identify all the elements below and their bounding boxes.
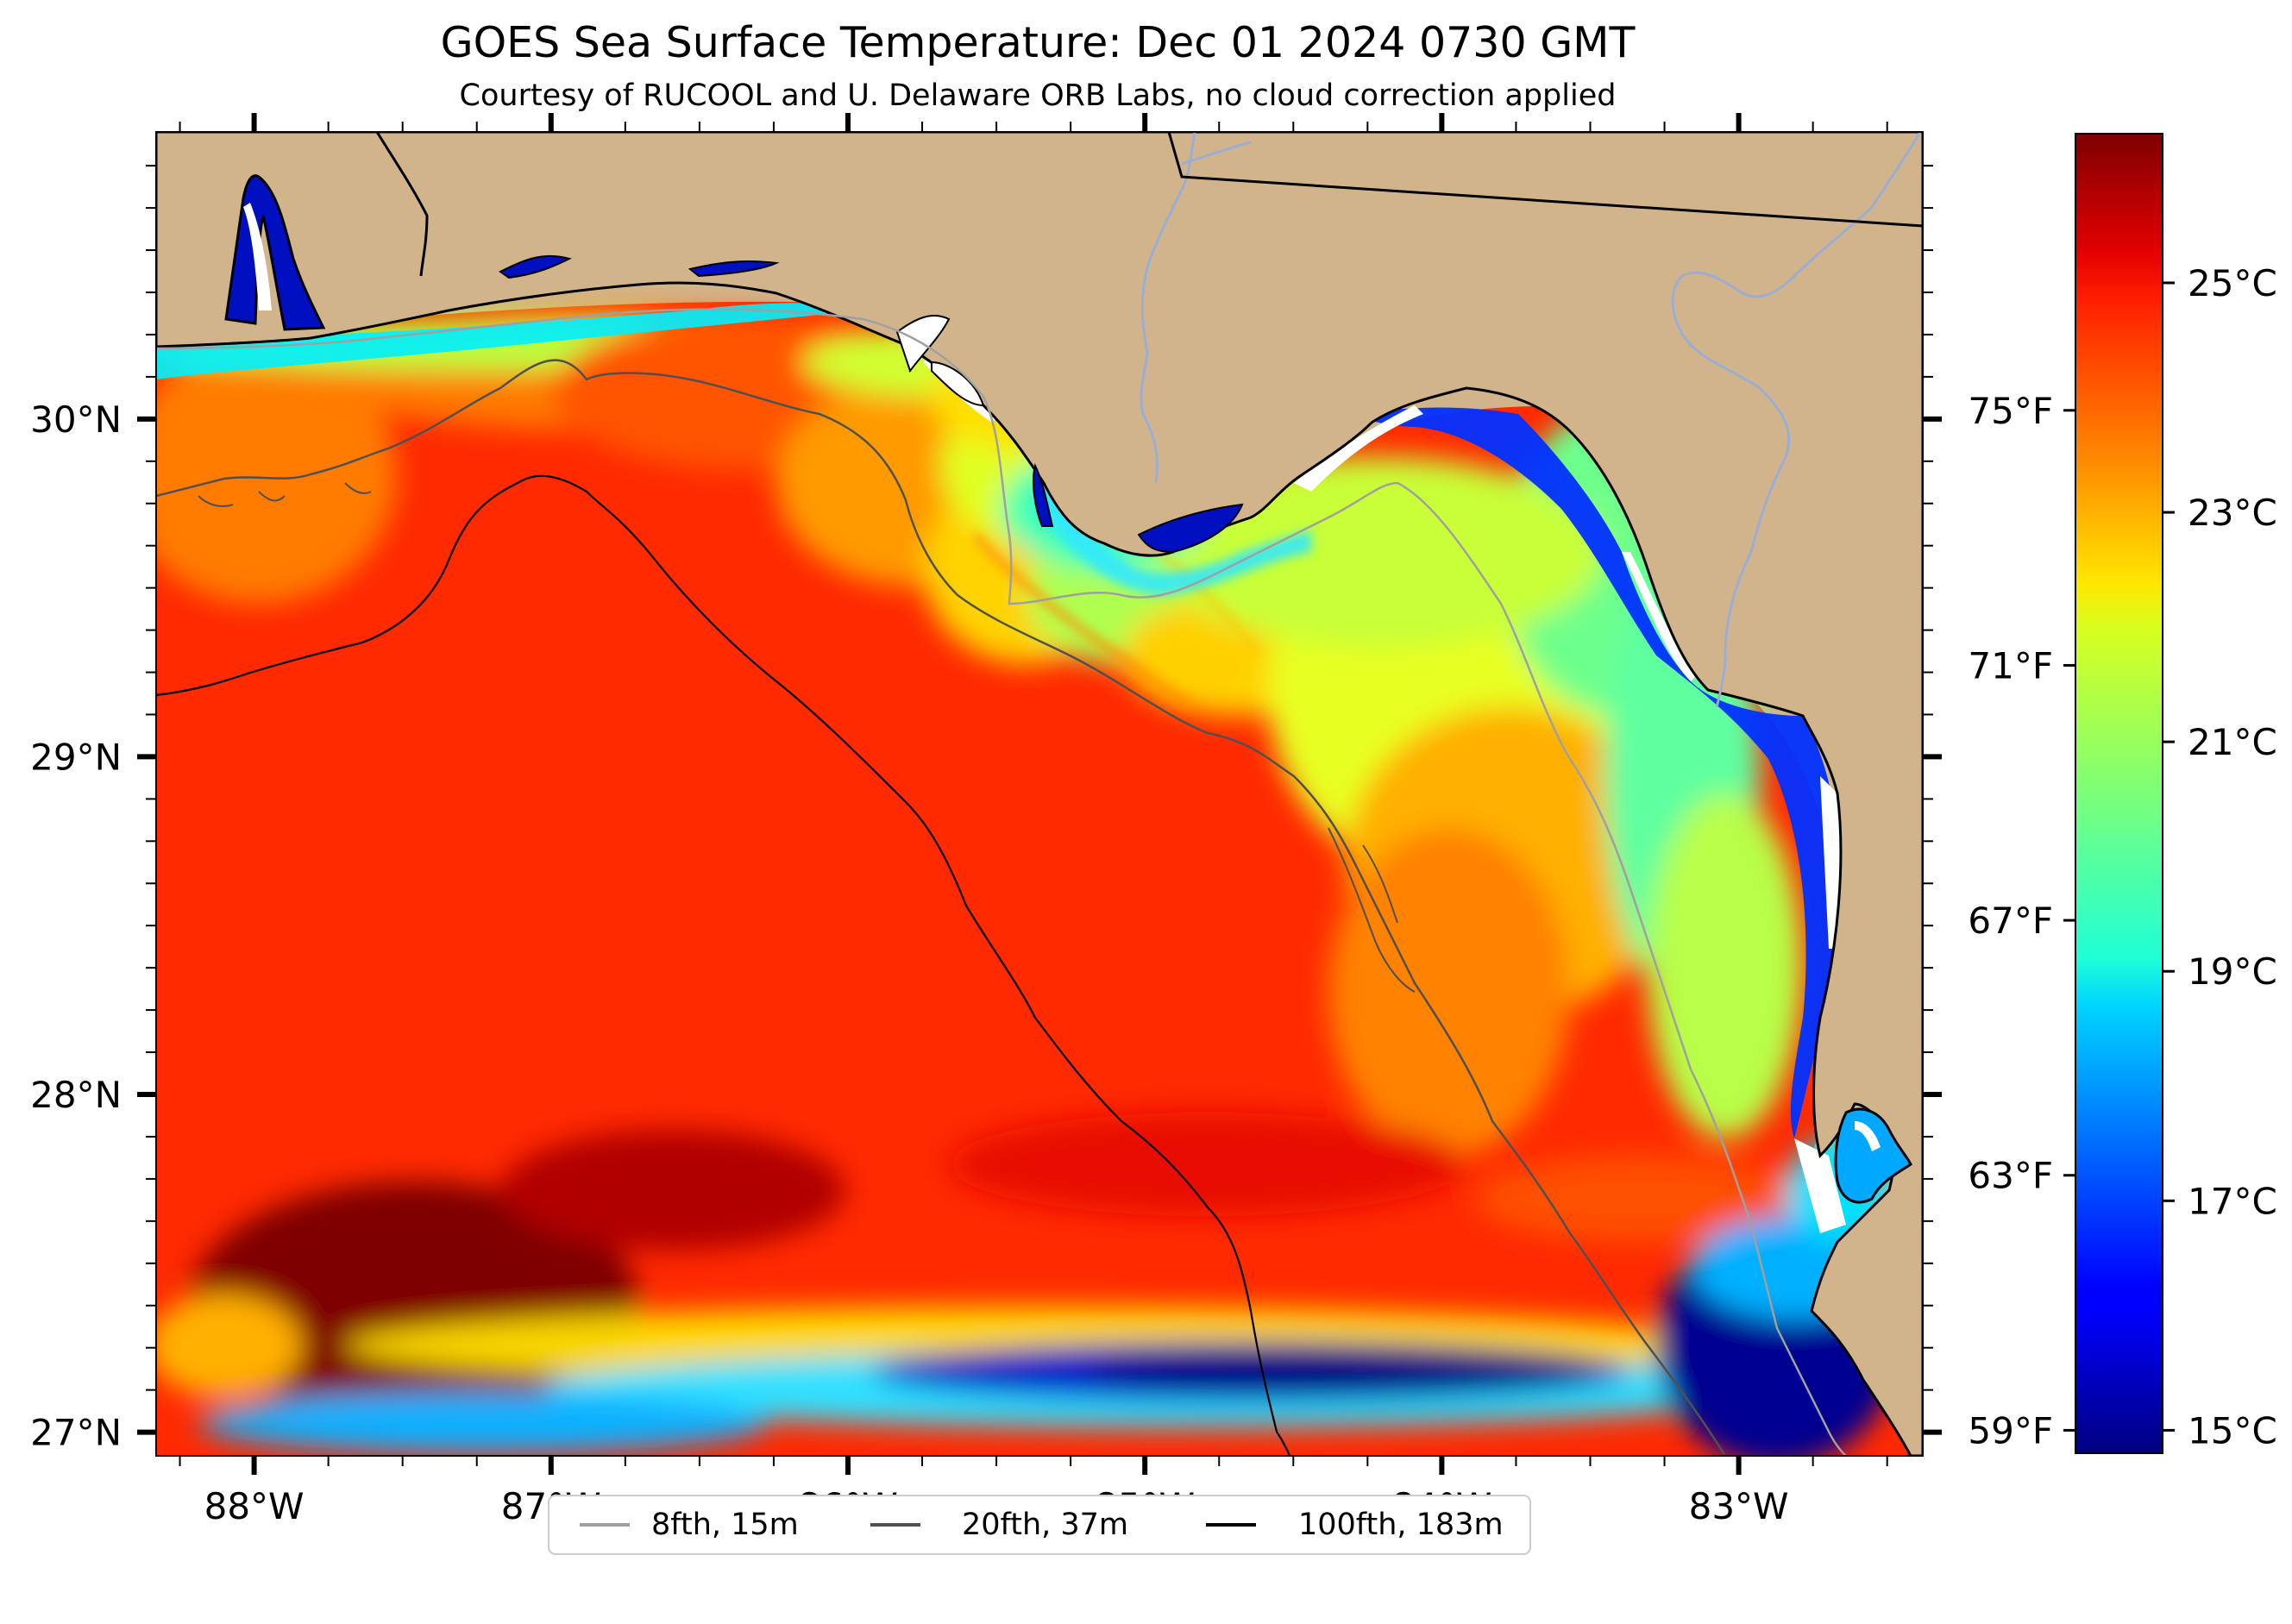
legend-label-8fth: 8fth, 15m: [651, 1508, 799, 1542]
legend-label-20fth: 20fth, 37m: [962, 1508, 1128, 1542]
colorbar-tick-label-c: 19°C: [2188, 950, 2277, 993]
map-title: GOES Sea Surface Temperature: Dec 01 202…: [441, 18, 1636, 67]
rivers: [1140, 132, 1922, 708]
colorbar-tick-label-c: 23°C: [2188, 492, 2277, 534]
lat-tick-label: 30°N: [30, 398, 122, 441]
colorbar-tick-label-f: 67°F: [1968, 900, 2053, 942]
state-borders: [375, 132, 1923, 277]
sst-coastal-band: [1359, 407, 1841, 1138]
colorbar-frame: [2075, 133, 2163, 1454]
colorbar-tick-label-c: 15°C: [2188, 1409, 2277, 1452]
sst-field: [156, 298, 1923, 1456]
lat-tick-label: 29°N: [30, 736, 122, 778]
lon-tick-label: 88°W: [204, 1485, 305, 1527]
colorbar-tick-label-f: 63°F: [1968, 1155, 2053, 1197]
map-panel: [156, 132, 1923, 1456]
colorbar-tick-label-f: 71°F: [1968, 644, 2053, 687]
colorbar-tick-label-c: 25°C: [2188, 262, 2277, 304]
map-frame: [155, 131, 1924, 1457]
map-subtitle: Courtesy of RUCOOL and U. Delaware ORB L…: [460, 78, 1617, 113]
isobaths: [156, 308, 1847, 1456]
colorbar-ticks: 25°C 23°C 21°C 19°C 17°C 15°C 75°F 71°F 67°F 63°F…: [1968, 262, 2276, 1452]
colorbar-tick-label-c: 17°C: [2188, 1180, 2277, 1222]
legend-label-100fth: 100fth, 183m: [1298, 1508, 1504, 1542]
tampa-bay: [1834, 1107, 1912, 1204]
lon-tick-label: 83°W: [1689, 1485, 1789, 1527]
lat-tick-label: 27°N: [30, 1412, 122, 1454]
isobath-legend: 8fth, 15m 20fth, 37m 100fth, 183m: [548, 1495, 1531, 1555]
isobath-20fth-37m: [156, 359, 1727, 1456]
colorbar-tick-label-f: 75°F: [1968, 390, 2053, 432]
colorbar-tick-label-c: 21°C: [2188, 721, 2277, 763]
isobath-100fth-183m: [156, 474, 1291, 1456]
legend-box: [548, 1495, 1531, 1555]
isobath-8fth-15m: [156, 308, 1847, 1456]
colorbar: 25°C 23°C 21°C 19°C 17°C 15°C 75°F 71°F 67°F 63°F…: [1968, 133, 2277, 1454]
colorbar-tick-label-f: 59°F: [1968, 1409, 2053, 1452]
lat-tick-label: 28°N: [30, 1074, 122, 1116]
colorbar-gradient: [2075, 134, 2163, 1453]
